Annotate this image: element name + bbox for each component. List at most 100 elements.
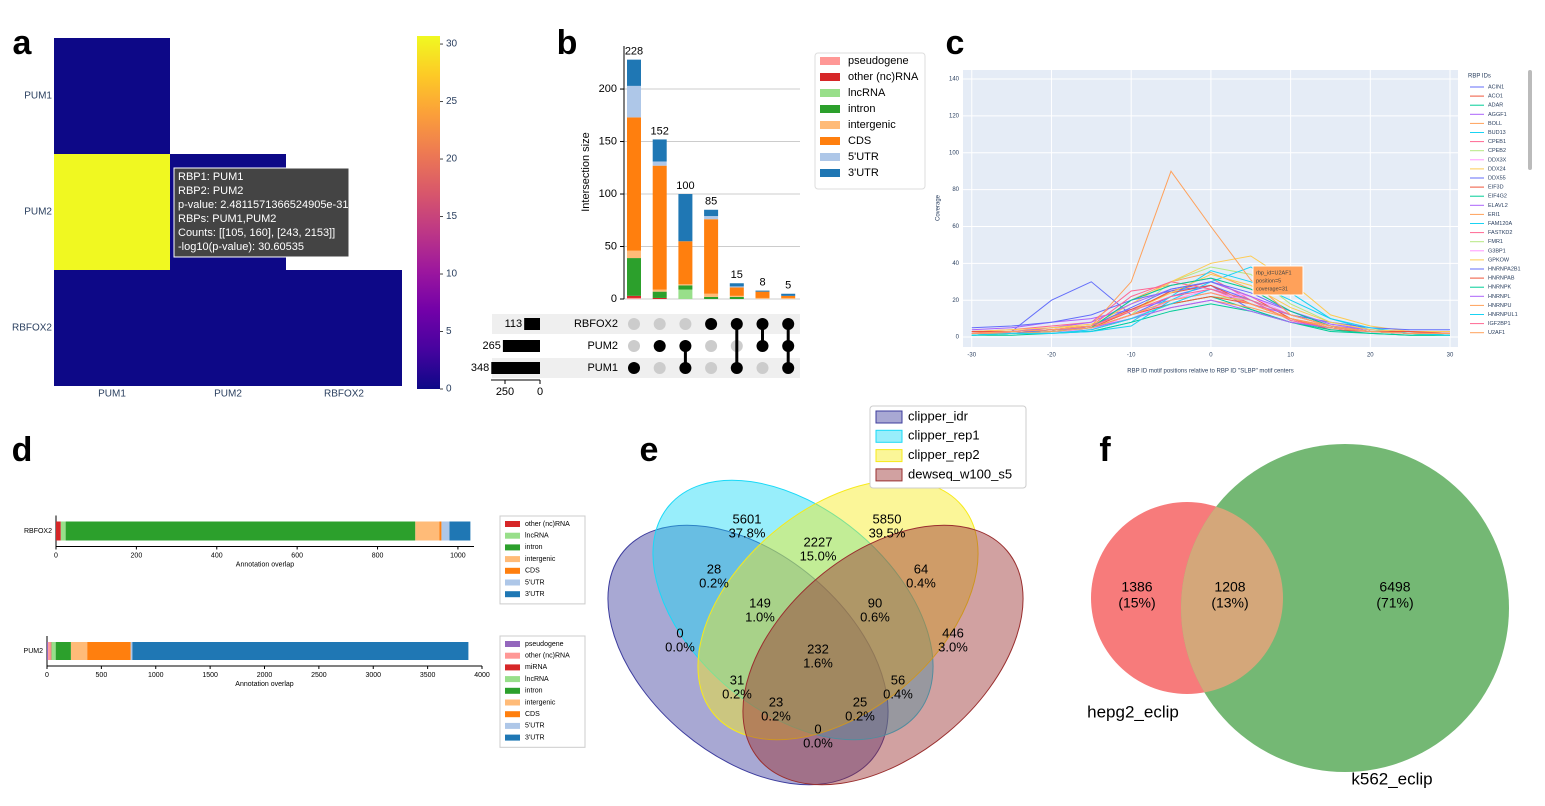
legend-label: intergenic	[848, 119, 896, 131]
region-count: 1208	[1214, 579, 1245, 595]
legend-swatch	[820, 121, 840, 129]
legend-label: ADAR	[1488, 103, 1503, 109]
y-tick-label: 100	[949, 150, 960, 156]
row-label: PUM1	[24, 91, 52, 102]
legend-swatch	[505, 722, 520, 729]
legend-label: EIF4G2	[1488, 194, 1507, 200]
x-tick-label: -30	[967, 353, 976, 359]
region-percent: 0.2%	[699, 575, 729, 590]
bar-segment	[627, 250, 641, 259]
bar-segment	[55, 642, 71, 660]
bar-segment	[51, 642, 56, 660]
category-label: RBFOX2	[24, 528, 52, 535]
panel-label: d	[12, 431, 33, 469]
heatmap-cell	[286, 270, 402, 386]
y-tick-label: 60	[952, 224, 959, 230]
legend-swatch	[505, 734, 520, 741]
bar-segment	[678, 289, 693, 299]
column-label: RBFOX2	[324, 389, 364, 400]
x-tick-label: 0	[1209, 353, 1213, 359]
set-size-bar	[491, 362, 540, 374]
region-count: 0	[676, 625, 683, 640]
legend-label: BUD13	[1488, 130, 1506, 136]
matrix-dot	[730, 318, 743, 330]
legend: ACIN1 ACO1 ADAR AGGF1 BOLL BUD13 CPEB1 CPEB2 DDX…	[1470, 84, 1521, 336]
region-percent: (15%)	[1118, 595, 1155, 611]
legend-swatch	[505, 652, 520, 659]
bar-total: 5	[785, 280, 791, 292]
y-axis-label: Intersection size	[580, 132, 592, 211]
matrix-dot-empty	[653, 318, 666, 330]
x-tick-label: -10	[1127, 353, 1136, 359]
legend-label: FASTKD2	[1488, 230, 1512, 236]
x-tick-label: 800	[372, 552, 384, 559]
bar-total: 85	[705, 196, 717, 208]
legend-swatch	[820, 169, 840, 177]
x-tick-label: 10	[1287, 353, 1294, 359]
x-tick-label: 30	[1447, 353, 1454, 359]
matrix-dot-empty	[679, 318, 692, 330]
legend-title: RBP IDs	[1468, 74, 1491, 80]
set-label: k562_eclip	[1351, 769, 1432, 788]
y-tick-label: 0	[956, 335, 960, 341]
region-percent: 1.6%	[803, 655, 833, 670]
y-tick-label: 150	[599, 135, 617, 147]
set-label: hepg2_eclip	[1087, 702, 1179, 721]
region-count: 232	[807, 641, 829, 656]
bar-segment	[704, 216, 719, 220]
matrix-dot	[705, 318, 718, 330]
matrix-dot	[756, 318, 769, 330]
bar-segment	[48, 642, 51, 660]
tooltip-line: p-value: 2.4811571366524905e-31	[178, 199, 348, 211]
legend-swatch	[875, 468, 903, 482]
legend-label: other (nc)RNA	[848, 71, 919, 83]
matrix-dot	[782, 362, 795, 374]
x-axis-label: Annotation overlap	[235, 681, 293, 688]
region-percent: 0.2%	[722, 686, 752, 701]
bar-segment	[678, 284, 693, 286]
set-size-tick-label: 0	[537, 386, 543, 398]
bar-total: 228	[625, 46, 643, 58]
set-label: PUM2	[587, 340, 618, 352]
x-tick-label: 0	[54, 552, 58, 559]
matrix-dot	[628, 362, 640, 374]
x-tick-label: 400	[211, 552, 223, 559]
legend-label: HNRNPK	[1488, 285, 1512, 291]
bar-segment	[678, 285, 693, 290]
region-percent: 0.4%	[906, 575, 936, 590]
bar-segment	[132, 642, 469, 660]
bar-segment	[627, 295, 641, 298]
x-axis-label: Annotation overlap	[236, 561, 294, 568]
legend-label: pseudogene	[525, 641, 564, 648]
matrix-dot	[730, 362, 743, 374]
legend-label: intergenic	[525, 699, 556, 706]
x-tick-label: 2500	[311, 672, 327, 679]
legend-box	[869, 405, 1027, 489]
legend-swatch	[505, 556, 520, 563]
legend-swatch	[505, 711, 520, 718]
region-count: 5850	[873, 511, 902, 526]
column-label: PUM1	[98, 389, 126, 400]
heatmap-cell	[54, 38, 170, 154]
legend-swatch	[505, 664, 520, 671]
y-tick-label: 100	[599, 188, 617, 200]
legend-label: intergenic	[525, 556, 556, 563]
tooltip-box	[173, 167, 350, 258]
legend-label: HNRNPL	[1488, 294, 1511, 300]
region-count: 56	[891, 672, 905, 687]
bar-segment	[87, 642, 131, 660]
panel-label: f	[1099, 431, 1111, 469]
matrix-dot	[782, 318, 795, 330]
legend-label: intron	[525, 544, 543, 551]
bar-segment	[729, 283, 744, 287]
bar-segment	[729, 287, 744, 296]
tooltip-line: rbp_id=U2AF1	[1256, 270, 1292, 276]
legend-swatch	[820, 73, 840, 81]
legend-swatch	[875, 410, 903, 424]
matrix-stripe	[492, 358, 800, 378]
legend-swatch	[505, 579, 520, 586]
panel-label: a	[13, 24, 33, 62]
legend-swatch	[820, 89, 840, 97]
legend-label: DDX55	[1488, 175, 1506, 181]
legend-box	[814, 52, 926, 190]
